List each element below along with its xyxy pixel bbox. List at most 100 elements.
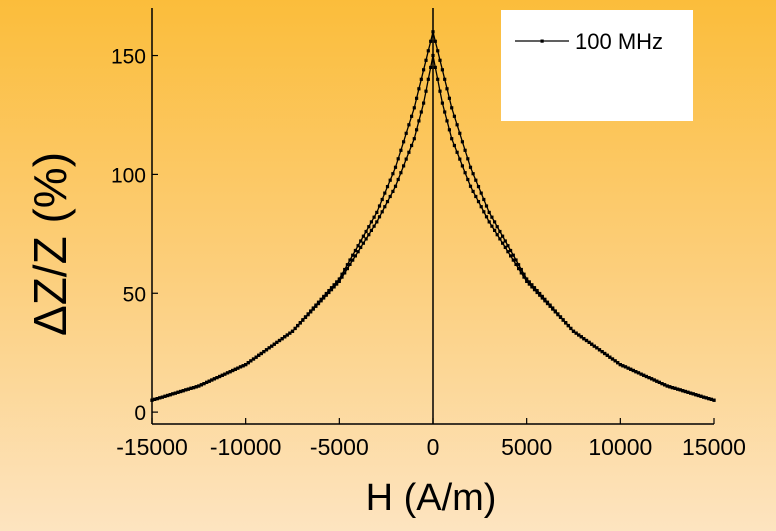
data-point (163, 394, 167, 398)
data-point (564, 321, 568, 325)
data-point (332, 285, 336, 289)
data-point (377, 204, 382, 208)
data-point (582, 337, 586, 341)
data-point (678, 388, 682, 392)
data-point (353, 254, 357, 258)
data-point (438, 89, 442, 93)
data-point (361, 234, 365, 238)
data-point (270, 344, 274, 348)
data-point (450, 106, 454, 110)
data-point (522, 275, 526, 279)
data-point (351, 258, 355, 262)
data-point (380, 210, 384, 214)
data-point (402, 140, 406, 144)
data-point (359, 239, 363, 243)
data-point (415, 96, 419, 100)
data-point (293, 326, 297, 331)
data-point (375, 210, 379, 214)
data-point (458, 157, 462, 161)
data-point (267, 346, 271, 350)
data-point (587, 340, 591, 344)
data-point (419, 110, 423, 114)
data-point (460, 164, 464, 168)
data-point (324, 291, 328, 296)
data-point (644, 374, 648, 379)
data-point (634, 370, 638, 374)
data-point (506, 244, 510, 248)
data-point (702, 395, 706, 399)
data-point (348, 262, 352, 266)
data-point (329, 286, 334, 290)
data-point (238, 365, 243, 369)
x-tick-label: 15000 (682, 434, 746, 460)
data-point (445, 87, 449, 91)
data-point (303, 315, 308, 319)
data-point (447, 128, 451, 132)
data-point (280, 337, 284, 341)
data-point (207, 379, 211, 383)
data-point (189, 386, 193, 390)
data-point (519, 271, 523, 275)
data-point (356, 244, 360, 248)
data-point (367, 233, 371, 237)
data-point (584, 338, 589, 343)
data-point (495, 225, 499, 229)
data-point (618, 363, 622, 367)
data-point (479, 191, 483, 195)
data-point (184, 388, 188, 392)
data-point (364, 237, 368, 241)
data-point (530, 283, 534, 287)
data-point (683, 389, 687, 394)
data-point (356, 250, 360, 254)
data-point (404, 157, 408, 161)
data-point (650, 377, 654, 381)
data-point (532, 288, 537, 292)
data-point (590, 342, 594, 346)
data-point (686, 390, 690, 394)
data-point (375, 220, 379, 224)
data-point (393, 184, 398, 188)
data-point (391, 189, 395, 193)
data-point (522, 272, 526, 276)
data-point (262, 350, 266, 354)
data-point (514, 258, 518, 262)
data-point (244, 363, 248, 367)
data-point (225, 371, 230, 375)
data-point (556, 313, 560, 317)
y-tick-label: 50 (123, 283, 146, 306)
data-point (283, 335, 287, 339)
data-point (592, 344, 596, 348)
data-point (696, 393, 700, 398)
data-point (603, 351, 607, 356)
data-point (150, 398, 154, 402)
data-point (450, 137, 454, 141)
data-point (493, 228, 497, 232)
data-point (288, 331, 292, 335)
data-point (636, 371, 641, 375)
data-point (171, 392, 175, 396)
data-point (663, 383, 667, 387)
data-point (436, 49, 440, 53)
data-point (412, 137, 416, 141)
data-point (298, 321, 302, 325)
data-point (447, 96, 451, 100)
data-point (484, 204, 489, 208)
data-point (482, 197, 486, 202)
data-point (548, 304, 552, 308)
data-point (660, 382, 664, 386)
data-point (527, 280, 531, 284)
data-point (694, 393, 698, 397)
data-point (257, 353, 261, 357)
data-point (176, 390, 180, 394)
data-point (440, 68, 444, 72)
data-point (527, 282, 531, 286)
data-point (380, 197, 384, 202)
data-point (511, 253, 515, 257)
data-point (647, 376, 651, 380)
data-point (417, 87, 421, 91)
data-point (396, 157, 400, 161)
data-point (495, 233, 499, 237)
data-point (490, 215, 494, 219)
data-point (514, 262, 518, 266)
data-point (383, 205, 387, 209)
